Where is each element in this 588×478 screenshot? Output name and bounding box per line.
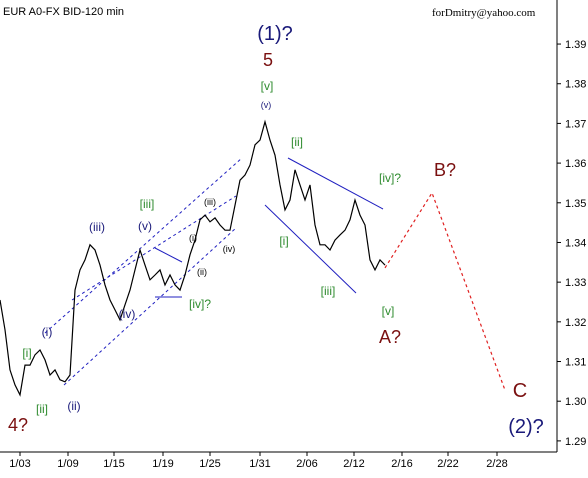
wave-label: (iii) xyxy=(89,220,105,234)
wave-label: (v) xyxy=(138,219,152,233)
wave-label: [iv]? xyxy=(379,171,401,185)
y-tick-label: 1.31 xyxy=(565,357,586,369)
x-tick-label: 1/25 xyxy=(199,458,220,470)
x-tick-label: 1/03 xyxy=(9,458,30,470)
wave-label: (iv) xyxy=(119,307,136,321)
wave-label: A? xyxy=(379,327,401,347)
wave-label: (ii) xyxy=(197,267,207,277)
wave-label: [i] xyxy=(22,346,31,360)
wave-label: [ii] xyxy=(36,402,48,416)
wave-label: [v] xyxy=(261,79,274,93)
channel-line xyxy=(154,247,183,263)
price-line xyxy=(384,191,506,391)
channel-line xyxy=(63,227,237,386)
wave-label: (iv) xyxy=(223,244,236,254)
wave-label: B? xyxy=(434,160,456,180)
y-tick-label: 1.38 xyxy=(565,79,586,91)
price-line xyxy=(0,119,386,397)
wave-label: [iii] xyxy=(321,284,336,298)
wave-label: (i) xyxy=(42,325,53,339)
wave-label: [v] xyxy=(382,304,395,318)
x-tick-label: 2/06 xyxy=(296,458,317,470)
channel-line xyxy=(71,195,237,301)
channel-line xyxy=(264,204,357,294)
wave-label: [iv]? xyxy=(189,297,211,311)
x-tick-label: 2/22 xyxy=(437,458,458,470)
wave-label: [ii] xyxy=(291,135,303,149)
wave-label: (2)? xyxy=(508,416,544,438)
y-tick-label: 1.33 xyxy=(565,277,586,289)
y-tick-label: 1.36 xyxy=(565,158,586,170)
wave-label: (1)? xyxy=(257,23,293,45)
wave-label: (iii) xyxy=(204,197,216,207)
chart-subtitle: forDmitry@yahoo.com xyxy=(432,7,536,19)
x-tick-label: 1/15 xyxy=(103,458,124,470)
x-tick-label: 1/19 xyxy=(152,458,173,470)
y-tick-label: 1.29 xyxy=(565,436,586,448)
y-tick-label: 1.30 xyxy=(565,396,586,408)
wave-label: (i) xyxy=(189,233,197,243)
wave-label: (ii) xyxy=(67,399,80,413)
wave-label: [i] xyxy=(279,234,288,248)
x-tick-label: 2/28 xyxy=(486,458,507,470)
wave-label: C xyxy=(513,380,527,402)
chart-title: EUR A0-FX BID-120 min xyxy=(3,6,124,18)
x-tick-label: 1/09 xyxy=(57,458,78,470)
wave-label: 4? xyxy=(8,415,28,435)
y-tick-label: 1.37 xyxy=(565,118,586,130)
channel-line xyxy=(287,157,384,210)
wave-label: 5 xyxy=(263,50,273,70)
wave-label: (v) xyxy=(261,100,272,110)
y-tick-label: 1.39 xyxy=(565,39,586,51)
y-tick-label: 1.35 xyxy=(565,198,586,210)
wave-label: [iii] xyxy=(140,197,155,211)
x-tick-label: 2/16 xyxy=(391,458,412,470)
y-tick-label: 1.34 xyxy=(565,237,586,249)
x-tick-label: 2/12 xyxy=(343,458,364,470)
channel-lines xyxy=(44,157,384,386)
channel-line xyxy=(44,157,243,334)
y-tick-label: 1.32 xyxy=(565,317,586,329)
x-tick-label: 1/31 xyxy=(249,458,270,470)
